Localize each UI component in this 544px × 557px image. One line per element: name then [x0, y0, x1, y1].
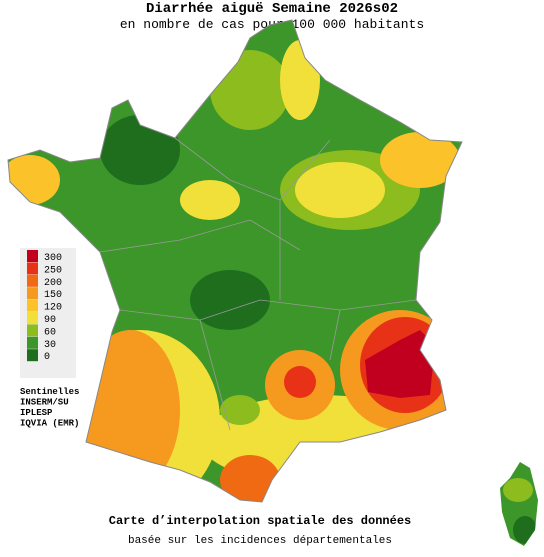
- legend-swatch: [27, 299, 38, 312]
- footer-title: Carte d’interpolation spatiale des donné…: [109, 514, 411, 528]
- legend-swatch: [27, 349, 38, 362]
- legend-label: 300: [44, 253, 62, 264]
- legend-swatch: [27, 287, 38, 300]
- source-line: IPLESP: [20, 408, 53, 418]
- corsica-map: [500, 462, 538, 546]
- legend-label: 0: [44, 352, 50, 363]
- legend-swatch: [27, 336, 38, 349]
- legend-label: 90: [44, 315, 56, 326]
- legend-label: 200: [44, 278, 62, 289]
- source-line: IQVIA (EMR): [20, 419, 79, 429]
- source-line: INSERM/SU: [20, 398, 69, 408]
- legend-label: 150: [44, 290, 62, 301]
- legend-swatch: [27, 274, 38, 287]
- source-line: Sentinelles: [20, 387, 79, 397]
- legend-swatch: [27, 262, 38, 275]
- legend-label: 250: [44, 265, 62, 276]
- legend-label: 30: [44, 340, 56, 351]
- legend-swatch: [27, 250, 38, 262]
- legend-label: 60: [44, 327, 56, 338]
- title: Diarrhée aiguë Semaine 2026s02: [146, 1, 398, 17]
- region-borders: [99, 137, 417, 431]
- legend-swatch: [27, 312, 38, 324]
- france-outline: [7, 19, 463, 503]
- legend-label: 120: [44, 303, 62, 314]
- legend-swatch: [27, 324, 38, 337]
- footer-subtitle: basée sur les incidences départementales: [128, 535, 392, 547]
